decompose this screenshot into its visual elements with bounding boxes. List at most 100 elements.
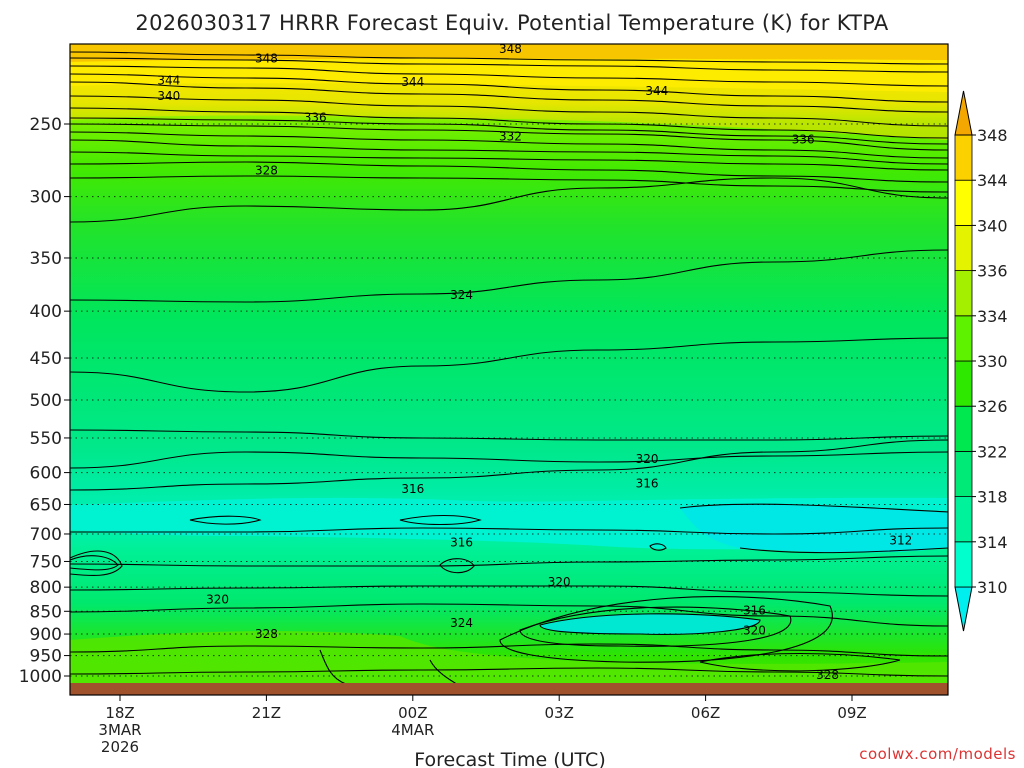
y-tick-label: 900	[30, 625, 62, 645]
isoline	[70, 175, 948, 193]
isoline	[70, 95, 948, 127]
y-tick-label: 650	[30, 495, 62, 515]
colorbar-band	[954, 450, 973, 497]
colorbar-tick-label: 336	[977, 262, 1008, 281]
isoline	[319, 649, 347, 685]
gridlines	[70, 123, 948, 677]
contour-label: 332	[499, 130, 522, 144]
filled-contours	[70, 44, 948, 695]
isoline	[70, 555, 119, 571]
isoline	[70, 107, 948, 139]
y-tick-label: 250	[30, 115, 62, 135]
contour-label: 344	[157, 73, 180, 87]
colorbar-tick-label: 340	[977, 216, 1008, 235]
contour-label: 320	[206, 592, 229, 606]
x-tick-label: 3MAR	[98, 721, 141, 739]
isoline	[70, 550, 123, 577]
fill-band-348	[70, 44, 948, 62]
isoline	[70, 249, 948, 303]
contour-label: 316	[743, 603, 766, 617]
contour-label: 316	[401, 482, 424, 496]
x-tick-label: 00Z	[398, 704, 427, 722]
isoline	[70, 51, 948, 65]
contour-label: 344	[645, 84, 668, 98]
contour-label: 324	[450, 616, 473, 630]
isoline	[699, 652, 901, 672]
isoline	[399, 514, 482, 526]
y-tick-label: 600	[30, 464, 62, 484]
chart-title: 2026030317 HRRR Forecast Equiv. Potentia…	[135, 11, 888, 35]
y-tick-label: 850	[30, 602, 62, 622]
y-tick-label: 300	[30, 188, 62, 208]
x-tick-label: 09Z	[837, 704, 866, 722]
contour-label: 340	[157, 89, 180, 103]
colorbar-tick-label: 330	[977, 352, 1008, 371]
x-tick-label: 03Z	[545, 704, 574, 722]
fill-band-312	[680, 504, 948, 553]
colorbar-tick-label: 318	[977, 488, 1008, 507]
isoline	[70, 603, 948, 627]
fill-band-316-low	[540, 613, 760, 635]
colorbar-band	[954, 224, 973, 271]
isoline	[519, 606, 792, 647]
isoline	[70, 57, 948, 73]
fill-band-328	[70, 631, 948, 695]
colorbar-band	[954, 134, 973, 181]
y-tick-label: 800	[30, 578, 62, 598]
x-tick-label: 06Z	[691, 704, 720, 722]
x-tick-label: 4MAR	[391, 721, 434, 739]
isoline	[539, 613, 761, 635]
y-tick-label: 500	[30, 391, 62, 411]
y-tick-label: 350	[30, 249, 62, 269]
contour-label: 336	[792, 133, 815, 147]
colorbar-tick-label: 348	[977, 126, 1008, 145]
isoline	[70, 439, 948, 491]
isoline	[439, 558, 475, 574]
colorbar-tick-label: 310	[977, 578, 1008, 597]
contour-label: 348	[499, 42, 522, 56]
isoline	[70, 117, 948, 145]
contour-label: 320	[743, 623, 766, 637]
ground-surface	[70, 683, 948, 695]
isoline	[499, 595, 833, 663]
isoline	[70, 131, 948, 159]
isoline	[70, 161, 948, 183]
plot-frame	[69, 43, 949, 696]
colorbar-band	[954, 270, 973, 317]
contour-label: 316	[636, 477, 659, 491]
colorbar-tick-label: 322	[977, 442, 1008, 461]
isoline	[70, 151, 948, 171]
isoline	[70, 337, 948, 393]
contour-label: 324	[450, 288, 473, 302]
colorbar-tick-label: 314	[977, 533, 1008, 552]
colorbar-band	[954, 496, 973, 543]
colorbar-min-arrow	[954, 586, 973, 632]
y-tick-label: 950	[30, 647, 62, 667]
isoline	[70, 451, 948, 469]
contour-label: 316	[450, 535, 473, 549]
contour-label: 320	[636, 452, 659, 466]
contour-label: 328	[255, 627, 278, 641]
x-tick-label: 2026	[101, 738, 139, 756]
isoline	[189, 515, 262, 525]
isoline	[70, 527, 948, 535]
colorbar-tick-label: 326	[977, 397, 1008, 416]
isoline	[70, 123, 948, 151]
isoline	[70, 73, 948, 103]
credit-link[interactable]: coolwx.com/models	[859, 745, 1016, 763]
y-tick-label: 450	[30, 349, 62, 369]
contour-label: 328	[816, 668, 839, 682]
y-tick-label: 550	[30, 429, 62, 449]
contour-label: 348	[255, 51, 278, 65]
colorbar-tick-label: 334	[977, 307, 1008, 326]
y-axis: 250 300 350 400 450 500 550 600 650 700 750 800 850 9…	[19, 115, 70, 687]
isoline	[70, 585, 948, 597]
contour-label: 312	[889, 534, 912, 548]
isoline	[70, 555, 948, 567]
isoline	[70, 65, 948, 87]
colorbar-band	[954, 541, 973, 588]
colorbar-band	[954, 360, 973, 407]
isoline	[70, 643, 948, 657]
colorbar-tick-label: 344	[977, 171, 1008, 190]
